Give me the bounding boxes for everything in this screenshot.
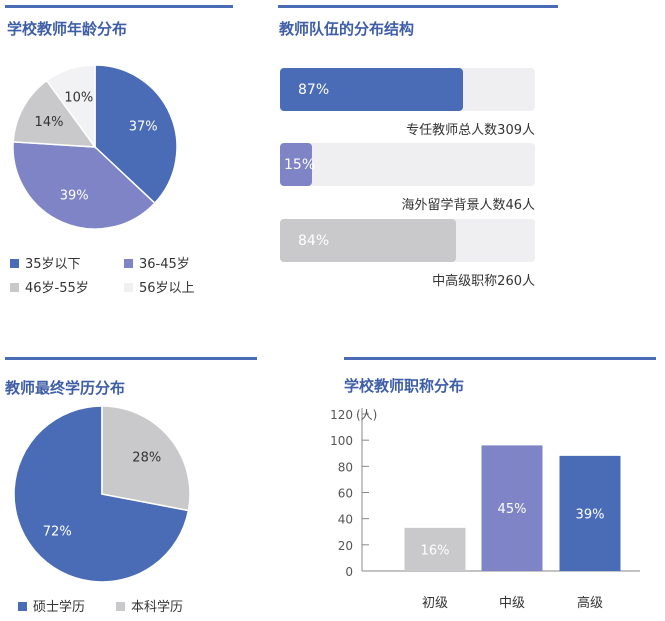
- edu-legend-label: 本科学历: [131, 600, 184, 615]
- chart-title-rank: 学校教师职称分布: [344, 377, 465, 395]
- structure-bar-track-2: 15%: [280, 143, 535, 186]
- age-pie-slice-4: [45, 64, 96, 150]
- age-legend-label: 56岁以上: [139, 281, 195, 296]
- edu-legend-swatch: [18, 602, 27, 611]
- rank-bar-3: [559, 455, 621, 571]
- rank-category-label-1: 初级: [422, 596, 448, 611]
- structure-bar-fill-1: [280, 68, 463, 111]
- age-legend-swatch: [10, 259, 19, 268]
- rank-y-unit: (人): [356, 408, 377, 422]
- age-pie-slice-1: [94, 64, 178, 205]
- chart-title-education: 教师最终学历分布: [5, 379, 126, 397]
- rank-y-tick-label: 40: [338, 513, 353, 527]
- rank-bar-2: [481, 445, 543, 571]
- rank-y-tick-label: 20: [338, 539, 353, 553]
- age-pie-slice-label-1: 37%: [129, 120, 158, 135]
- section-divider-age: [5, 5, 233, 8]
- rank-y-tick-label: 80: [338, 460, 353, 474]
- section-divider-rank: [344, 357, 656, 360]
- rank-bar-value-3: 39%: [576, 507, 605, 522]
- rank-category-label-3: 高级: [577, 595, 603, 611]
- edu-pie-slice-1: [13, 405, 190, 583]
- age-legend-swatch: [10, 283, 19, 292]
- structure-bar-caption-1: 专任教师总人数309人: [406, 123, 535, 138]
- age-pie-slice-label-4: 10%: [64, 91, 93, 106]
- structure-bar-fill-2: [280, 143, 312, 186]
- structure-bar-value-1: 87%: [298, 81, 330, 98]
- rank-bar-value-2: 45%: [498, 502, 527, 517]
- age-legend-swatch: [124, 259, 133, 268]
- age-legend-label: 46岁-55岁: [25, 281, 89, 296]
- age-legend-label: 35岁以下: [25, 257, 81, 272]
- rank-y-tick-label: 120: [330, 408, 353, 422]
- edu-pie-slice-2: [101, 405, 191, 512]
- rank-bar-1: [404, 527, 466, 571]
- section-divider-structure: [278, 5, 558, 8]
- age-legend-item-1: 35岁以下: [10, 253, 81, 272]
- rank-y-tick-label: 0: [345, 565, 353, 579]
- age-legend-item-4: 56岁以上: [124, 277, 195, 296]
- edu-legend-item-1: 硕士学历: [18, 596, 85, 615]
- edu-legend-label: 硕士学历: [33, 600, 86, 615]
- age-pie-slice-3: [12, 79, 97, 148]
- age-pie-slice-2: [12, 141, 156, 230]
- edu-pie-slice-label-1: 72%: [43, 525, 72, 540]
- chart-title-structure: 教师队伍的分布结构: [279, 20, 415, 38]
- structure-bar-value-3: 84%: [298, 232, 330, 249]
- age-legend-item-2: 36-45岁: [124, 253, 190, 272]
- structure-bar-caption-2: 海外留学背景人数46人: [401, 198, 535, 213]
- structure-bar-fill-3: [280, 219, 457, 262]
- age-legend-item-3: 46岁-55岁: [10, 277, 89, 296]
- edu-legend-item-2: 本科学历: [116, 596, 183, 615]
- edu-pie-slice-label-2: 28%: [132, 450, 161, 465]
- rank-y-tick-label: 100: [330, 434, 353, 448]
- structure-bar-caption-3: 中高级职称260人: [432, 274, 535, 289]
- age-pie-slice-label-2: 39%: [60, 189, 89, 204]
- rank-category-label-2: 中级: [499, 596, 525, 611]
- rank-y-tick-label: 60: [338, 487, 353, 501]
- edu-legend-swatch: [116, 602, 125, 611]
- age-pie-slice-label-3: 14%: [35, 115, 64, 130]
- age-legend-label: 36-45岁: [139, 257, 190, 272]
- structure-bar-track-3: 84%: [280, 219, 535, 262]
- age-legend-swatch: [124, 283, 133, 292]
- chart-title-age: 学校教师年龄分布: [7, 20, 128, 38]
- rank-bar-value-1: 16%: [421, 543, 450, 558]
- structure-bar-value-2: 15%: [284, 156, 316, 173]
- structure-bar-track-1: 87%: [280, 68, 535, 111]
- section-divider-education: [5, 357, 257, 360]
